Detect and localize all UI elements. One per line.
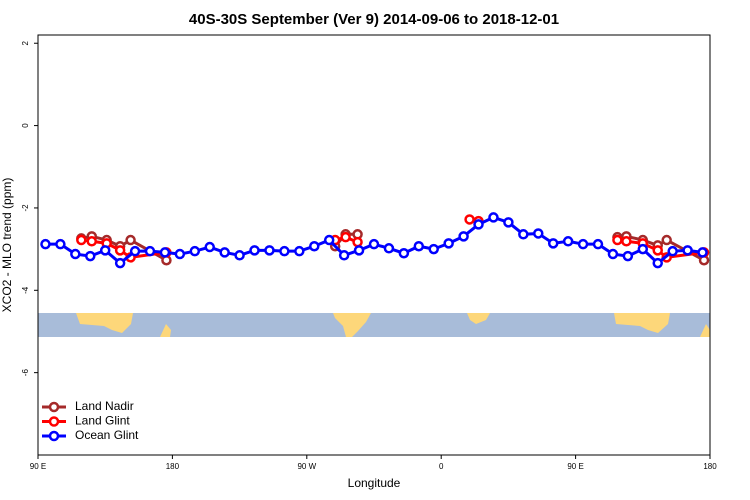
data-point xyxy=(55,238,66,250)
data-point xyxy=(323,234,335,246)
data-point xyxy=(159,247,171,258)
data-point xyxy=(40,238,51,250)
data-point xyxy=(443,238,454,249)
y-tick-label: -4 xyxy=(21,286,30,294)
data-point xyxy=(383,243,395,254)
data-point xyxy=(652,257,663,269)
data-point xyxy=(607,248,619,260)
data-point xyxy=(114,257,126,269)
x-tick-label: 180 xyxy=(166,462,180,471)
data-point xyxy=(622,250,634,262)
data-point xyxy=(114,245,126,256)
data-point xyxy=(144,245,156,257)
legend-marker xyxy=(48,401,60,413)
legend-label: Land Glint xyxy=(75,414,130,428)
data-point xyxy=(338,250,350,261)
data-point xyxy=(86,236,98,247)
data-point xyxy=(340,231,351,243)
data-point xyxy=(661,234,672,246)
data-point xyxy=(234,250,245,261)
x-tick-label: 90 E xyxy=(567,462,583,471)
data-point xyxy=(464,214,475,225)
x-tick-label: 0 xyxy=(439,462,444,471)
data-point xyxy=(592,238,604,250)
data-point xyxy=(219,247,230,258)
data-point xyxy=(189,245,201,257)
data-point xyxy=(398,247,410,259)
data-point xyxy=(533,228,544,239)
data-point xyxy=(368,238,380,250)
y-tick-label: 0 xyxy=(21,123,30,128)
data-point xyxy=(667,245,678,257)
data-point xyxy=(76,234,87,246)
data-point xyxy=(352,236,363,248)
data-point xyxy=(249,245,260,256)
data-point xyxy=(697,247,708,258)
data-point xyxy=(488,212,499,223)
plot-frame xyxy=(37,34,711,456)
x-tick-label: 90 E xyxy=(30,462,46,471)
data-point xyxy=(353,245,365,256)
data-point xyxy=(99,245,111,256)
chart-title: 40S-30S September (Ver 9) 2014-09-06 to … xyxy=(189,11,559,28)
map-strip xyxy=(38,313,710,337)
legend-label: Land Nadir xyxy=(75,399,134,413)
data-point xyxy=(503,217,514,228)
legend-marker xyxy=(48,416,60,427)
legend-label: Ocean Glint xyxy=(75,428,139,442)
data-point xyxy=(637,243,649,255)
data-point xyxy=(612,234,623,246)
data-point xyxy=(129,245,141,257)
data-point xyxy=(621,236,632,247)
data-point xyxy=(473,219,484,230)
data-point xyxy=(652,245,663,256)
data-point xyxy=(562,236,574,247)
data-point xyxy=(264,245,275,256)
y-tick-label: -2 xyxy=(21,204,30,212)
data-point xyxy=(294,245,305,257)
data-point xyxy=(85,250,96,262)
legend-marker xyxy=(48,430,60,442)
y-tick-label: -6 xyxy=(21,369,30,377)
data-point xyxy=(309,240,320,252)
data-point xyxy=(682,245,693,256)
x-axis-label: Longitude xyxy=(348,476,401,490)
data-point xyxy=(518,229,529,240)
data-point xyxy=(413,240,425,252)
data-point xyxy=(125,234,136,246)
data-point xyxy=(204,241,215,253)
data-point xyxy=(577,238,589,250)
data-point xyxy=(279,245,290,257)
data-point xyxy=(458,231,469,242)
data-point xyxy=(174,248,186,260)
y-axis-label: XCO2 - MLO trend (ppm) xyxy=(0,178,14,313)
y-tick-label: 2 xyxy=(21,40,30,45)
data-point xyxy=(547,238,559,249)
data-point xyxy=(70,248,81,260)
x-tick-label: 180 xyxy=(703,462,717,471)
data-point xyxy=(428,243,439,255)
x-tick-label: 90 W xyxy=(297,462,316,471)
